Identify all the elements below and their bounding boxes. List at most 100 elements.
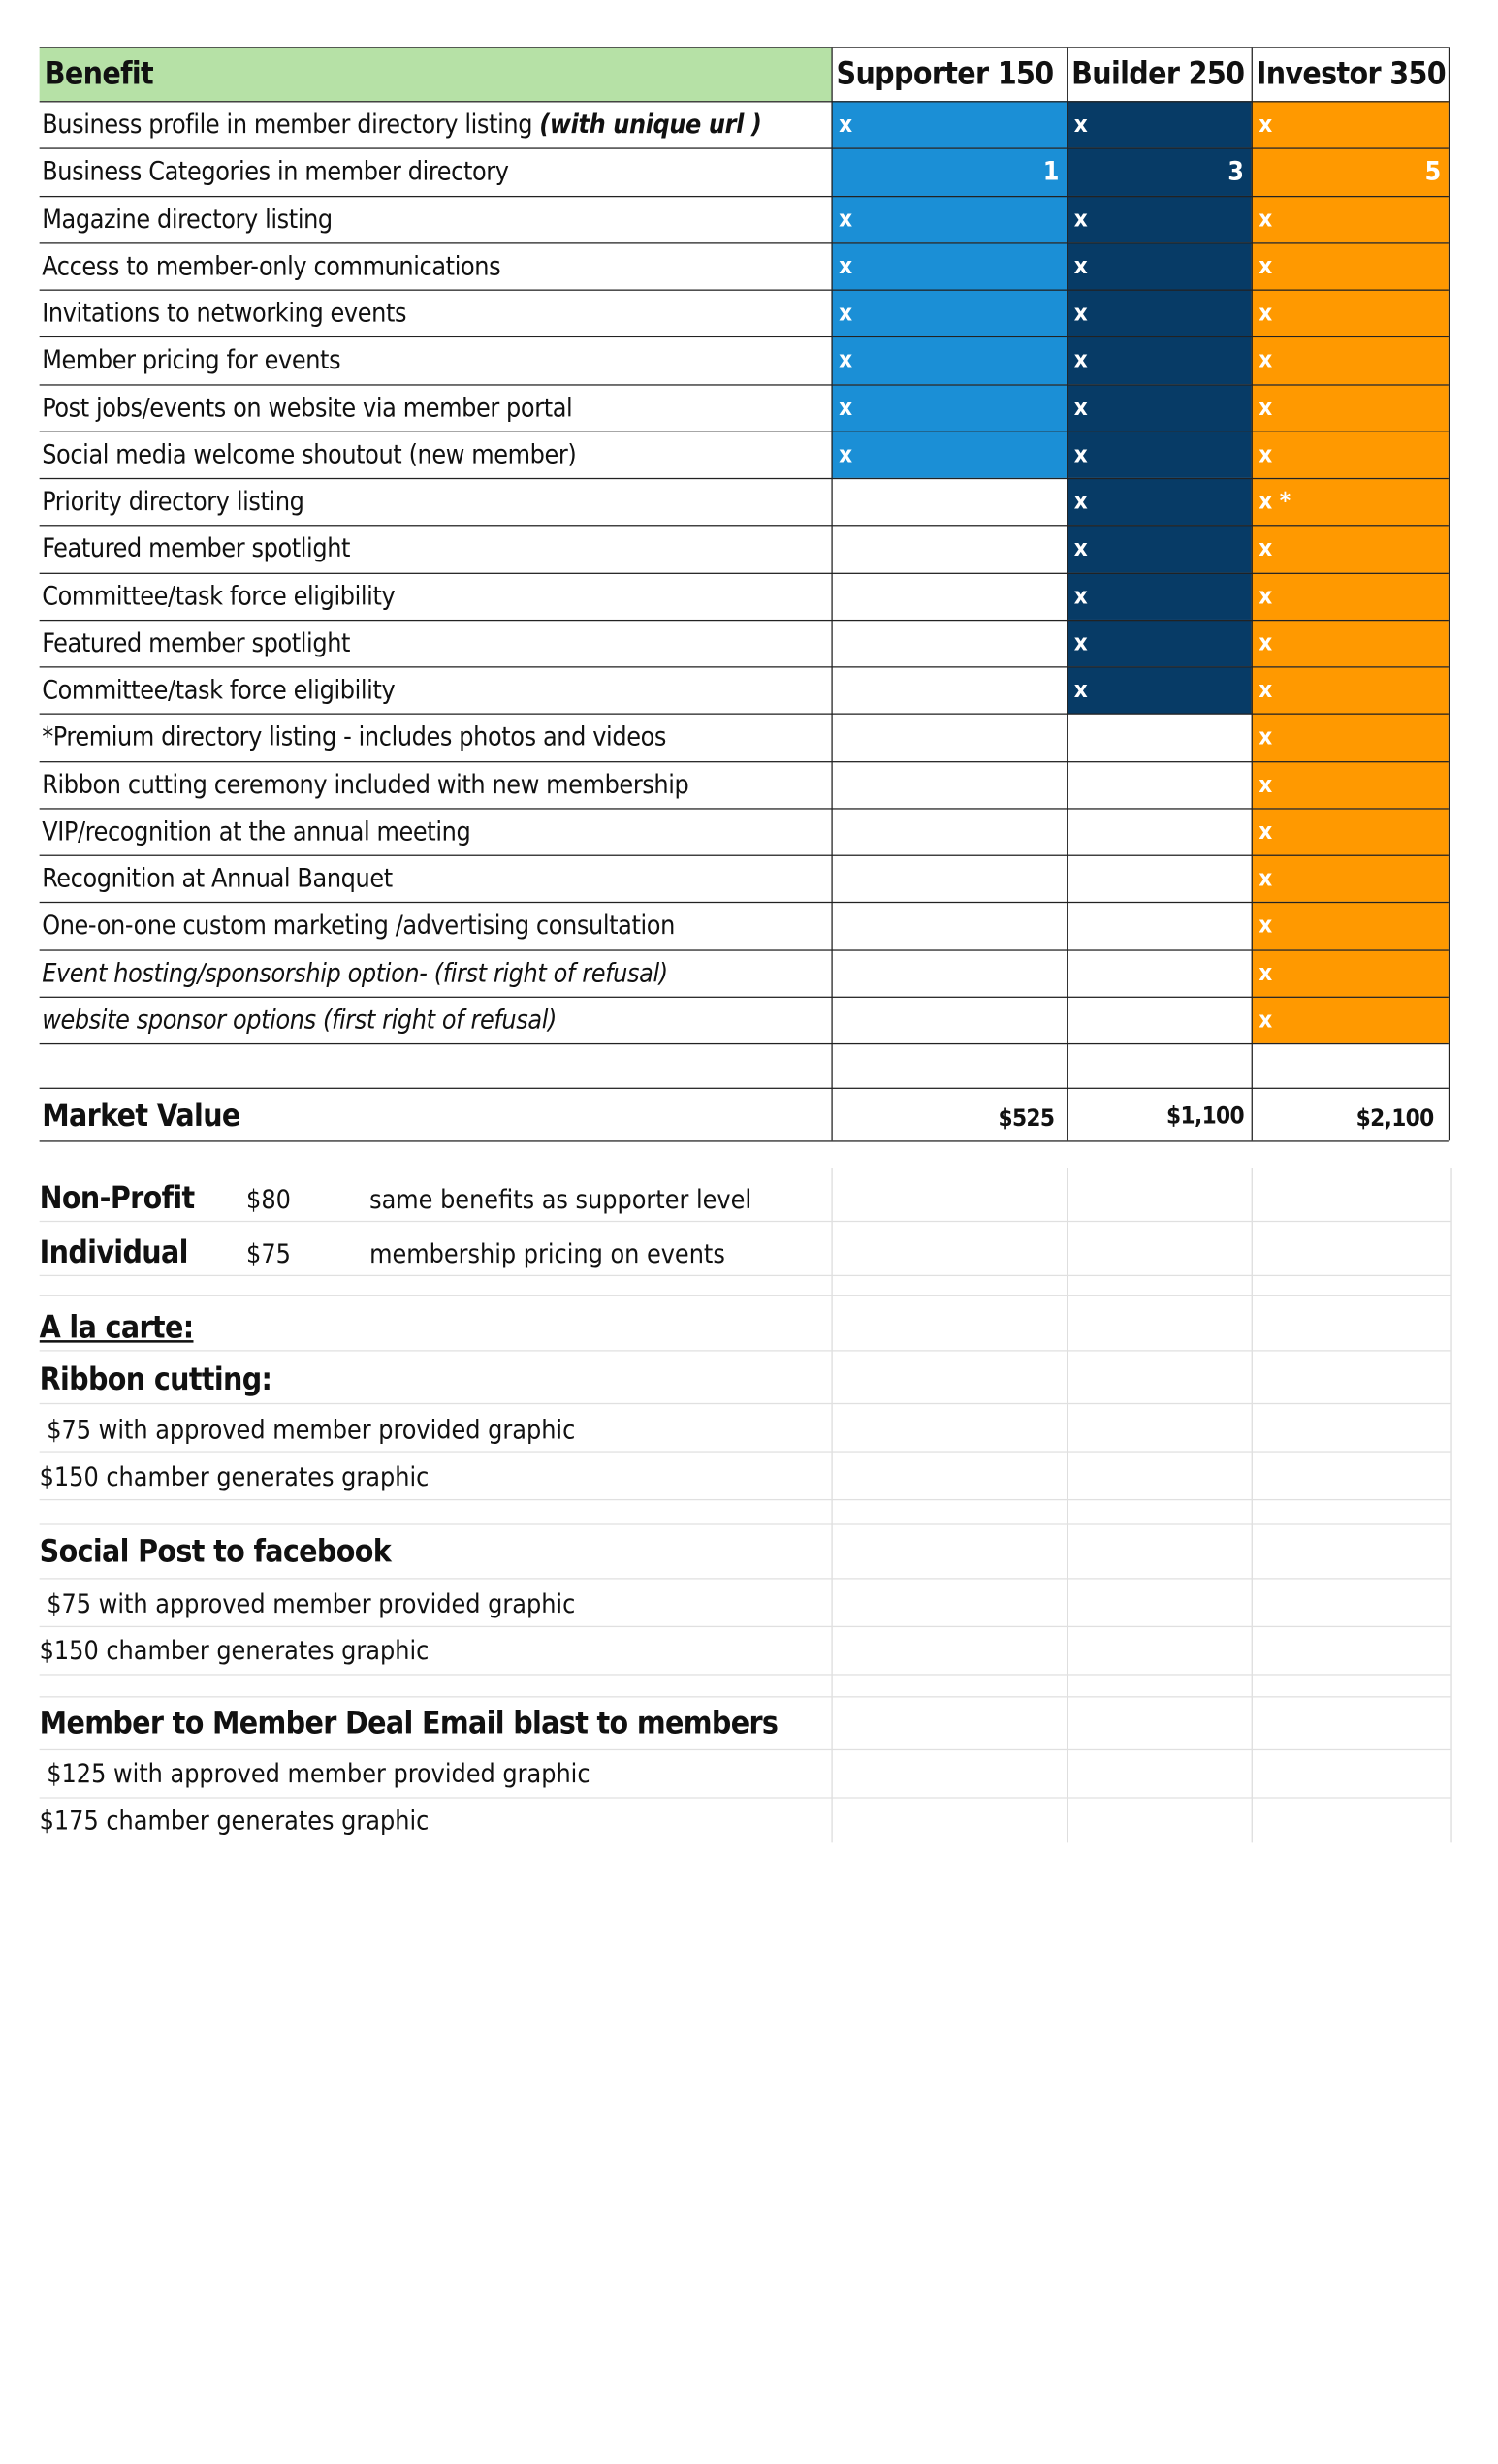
header-row: Benefit Supporter 150 Builder 250 Invest… (0, 47, 1455, 102)
benefit-label: VIP/recognition at the annual meeting (40, 808, 832, 855)
benefit-label: *Premium directory listing - includes ph… (40, 714, 832, 761)
grid-line (39, 1295, 1451, 1296)
benefit-label: Priority directory listing (40, 478, 832, 526)
a-la-carte-heading: A la carte: (39, 1309, 194, 1346)
grid-line (39, 1042, 1449, 1045)
investor-cell: x (1251, 431, 1449, 478)
grid-line (39, 431, 1449, 432)
investor-cell: x (1251, 807, 1449, 855)
grid-line (39, 336, 1449, 338)
supporter-cell: x (831, 289, 1068, 337)
builder-cell: x (1067, 572, 1252, 620)
nonprofit-name: Non-Profit (39, 1179, 196, 1216)
benefit-row: Magazine directory listing x x x (0, 195, 1455, 242)
ribbon-option-2: $150 chamber generates graphic (0, 1454, 1455, 1500)
investor-cell: x (1251, 572, 1449, 620)
benefit-label-text: Event hosting/sponsorship option- (first… (42, 957, 668, 988)
benefit-label-text: One-on-one custom marketing /advertising… (42, 911, 675, 941)
grid-line (39, 101, 1449, 103)
supporter-cell (831, 620, 1067, 667)
grid-line (39, 1797, 1451, 1799)
grid-line (39, 1140, 1449, 1142)
benefit-row: Priority directory listing x x * (0, 477, 1455, 526)
grid-line (39, 713, 1449, 716)
benefit-label-text: Priority directory listing (42, 486, 304, 517)
ribbon-heading-row: Ribbon cutting: (0, 1355, 1455, 1404)
benefit-label: Committee/task force eligibility (40, 572, 832, 620)
individual-row: Individual $75 membership pricing on eve… (0, 1227, 1455, 1281)
grid-line (39, 1748, 1451, 1751)
grid-line (39, 477, 1449, 480)
ribbon-heading: Ribbon cutting: (39, 1360, 272, 1397)
investor-cell: x (1251, 525, 1449, 573)
builder-cell: x (1067, 195, 1252, 242)
supporter-cell (831, 902, 1067, 949)
grid-line (39, 1578, 1451, 1580)
supporter-cell (831, 808, 1067, 855)
benefit-label: Member pricing for events (40, 336, 832, 384)
market-value-supporter: $525 (998, 1104, 1055, 1133)
benefit-row: Post jobs/events on website via member p… (0, 383, 1455, 432)
investor-cell: x (1251, 289, 1449, 337)
benefit-row: *Premium directory listing - includes ph… (0, 713, 1455, 761)
investor-cell: x (1251, 713, 1449, 761)
benefit-label-text: *Premium directory listing - includes ph… (42, 721, 667, 752)
builder-cell: x (1067, 289, 1252, 337)
builder-cell (1067, 808, 1252, 855)
benefit-label: Access to member-only communications (40, 242, 832, 290)
grid-line (39, 854, 1449, 856)
benefit-label-emphasis: (with unique url ) (539, 110, 762, 140)
builder-cell (1067, 996, 1252, 1043)
benefit-row: Ribbon cutting ceremony included with ne… (0, 760, 1455, 808)
grid-line (39, 1402, 1451, 1405)
ribbon-price-1: $75 with approved member provided graphi… (39, 1415, 576, 1446)
supporter-cell (831, 996, 1067, 1043)
supporter-cell (831, 525, 1067, 572)
builder-cell: x (1067, 619, 1252, 667)
benefit-label-text: Committee/task force eligibility (42, 675, 396, 705)
grid-line (39, 1451, 1451, 1453)
grid-line (39, 1523, 1451, 1525)
grid-line (39, 807, 1449, 810)
deal-heading-row: Member to Member Deal Email blast to mem… (0, 1699, 1455, 1750)
grid-line (39, 1696, 1451, 1698)
benefit-label: Business Categories in member directory (40, 148, 832, 196)
deal-price-2: $175 chamber generates graphic (39, 1806, 430, 1836)
builder-cell: x (1067, 477, 1252, 526)
supporter-cell: x (831, 336, 1068, 384)
benefit-label: Invitations to networking events (40, 290, 832, 337)
grid-line (39, 572, 1449, 574)
builder-cell (1067, 902, 1252, 949)
deal-option-2: $175 chamber generates graphic (0, 1797, 1455, 1843)
builder-cell: x (1067, 101, 1252, 148)
investor-cell: x (1251, 666, 1449, 714)
individual-price: $75 (246, 1238, 291, 1269)
supporter-cell: 1 (831, 147, 1068, 196)
grid-line (39, 1350, 1451, 1352)
grid-line (39, 948, 1449, 951)
nonprofit-desc: same benefits as supporter level (369, 1185, 752, 1215)
investor-cell: x * (1251, 477, 1449, 526)
header-investor: Investor 350 (1256, 55, 1447, 92)
social-price-2: $150 chamber generates graphic (39, 1635, 430, 1666)
benefit-label-text: Business Categories in member directory (42, 156, 509, 187)
benefit-label-text: Post jobs/events on website via member p… (42, 392, 573, 423)
investor-cell: x (1251, 619, 1449, 667)
social-heading: Social Post to facebook (39, 1533, 392, 1570)
benefit-label: website sponsor options (first right of … (40, 996, 832, 1043)
supporter-cell: x (831, 431, 1068, 478)
grid-line (831, 47, 833, 1141)
benefit-row: VIP/recognition at the annual meeting x (0, 807, 1455, 855)
builder-cell (1067, 949, 1252, 997)
grid-line (39, 241, 1449, 244)
grid-line (831, 1168, 833, 1843)
investor-cell: x (1251, 854, 1449, 903)
benefit-row: Recognition at Annual Banquet x (0, 854, 1455, 903)
grid-line (39, 1087, 1449, 1089)
benefit-label: Business profile in member directory lis… (40, 101, 832, 148)
grid-line (39, 1220, 1451, 1223)
grid-line (39, 147, 1449, 150)
supporter-cell (831, 760, 1067, 808)
supporter-cell (831, 714, 1067, 761)
benefit-label-text: Committee/task force eligibility (42, 580, 396, 611)
